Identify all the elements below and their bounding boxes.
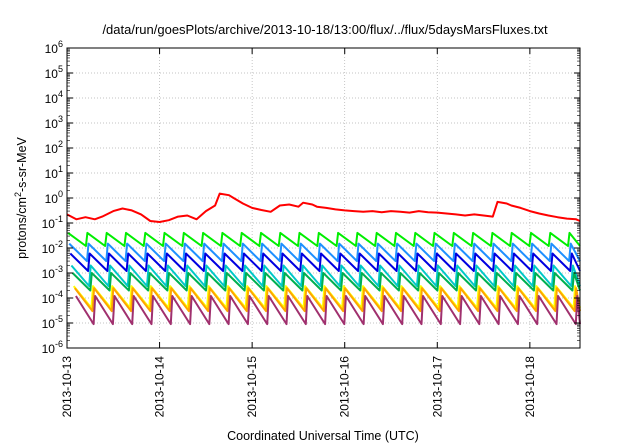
y-tick-base: 10 xyxy=(45,42,59,56)
y-axis-label-main: protons/cm xyxy=(15,197,29,259)
y-tick-base: 10 xyxy=(42,217,56,231)
series-line xyxy=(71,272,581,292)
y-tick-exponent: -6 xyxy=(55,339,63,349)
y-tick-base: 10 xyxy=(45,67,59,81)
y-tick-base: 10 xyxy=(42,242,56,256)
y-tick-base: 10 xyxy=(45,192,59,206)
x-tick-label: 2013-10-13 xyxy=(60,356,74,418)
y-tick-label: 106 xyxy=(45,39,63,56)
y-tick-label: 105 xyxy=(45,64,63,81)
y-tick-exponent: -3 xyxy=(55,264,63,274)
series-line xyxy=(69,252,581,272)
y-axis-label-superscript: 2 xyxy=(13,192,23,197)
y-tick-base: 10 xyxy=(45,167,59,181)
series-line xyxy=(67,231,581,247)
chart-title: /data/run/goesPlots/archive/2013-10-18/1… xyxy=(102,22,548,37)
y-axis-ticks: 10-610-510-410-310-210-11001011021031041… xyxy=(42,39,580,356)
series-line xyxy=(66,192,581,223)
y-tick-exponent: 4 xyxy=(58,89,63,99)
y-tick-base: 10 xyxy=(42,292,56,306)
series-line xyxy=(74,287,581,313)
y-tick-label: 102 xyxy=(45,139,63,156)
y-tick-label: 10-5 xyxy=(42,314,63,331)
y-tick-label: 10-4 xyxy=(42,289,63,306)
y-tick-label: 100 xyxy=(45,189,63,206)
y-tick-exponent: 3 xyxy=(58,114,63,124)
y-tick-label: 104 xyxy=(45,89,63,106)
x-tick-label: 2013-10-16 xyxy=(338,356,352,418)
y-axis-label-rest: -s-sr-MeV xyxy=(15,136,29,192)
y-tick-base: 10 xyxy=(45,142,59,156)
y-tick-label: 103 xyxy=(45,114,63,131)
series-line xyxy=(75,295,581,326)
plot-area xyxy=(66,192,581,326)
y-tick-base: 10 xyxy=(42,267,56,281)
y-tick-label: 10-1 xyxy=(42,214,63,231)
x-tick-label: 2013-10-15 xyxy=(245,356,259,418)
y-tick-label: 10-6 xyxy=(42,339,63,356)
y-tick-exponent: 1 xyxy=(58,164,63,174)
y-tick-label: 101 xyxy=(45,164,63,181)
y-tick-exponent: 2 xyxy=(58,139,63,149)
series-line xyxy=(68,242,581,263)
y-tick-base: 10 xyxy=(42,342,56,356)
series-line xyxy=(70,264,581,288)
y-tick-exponent: 5 xyxy=(58,64,63,74)
y-tick-label: 10-3 xyxy=(42,264,63,281)
y-tick-base: 10 xyxy=(45,92,59,106)
y-tick-exponent: -1 xyxy=(55,214,63,224)
x-tick-label: 2013-10-14 xyxy=(153,356,167,418)
y-tick-exponent: 0 xyxy=(58,189,63,199)
y-tick-base: 10 xyxy=(42,317,56,331)
x-tick-label: 2013-10-17 xyxy=(430,356,444,418)
y-tick-exponent: -2 xyxy=(55,239,63,249)
y-tick-base: 10 xyxy=(45,117,59,131)
x-tick-label: 2013-10-18 xyxy=(523,356,537,418)
y-tick-exponent: -5 xyxy=(55,314,63,324)
y-tick-label: 10-2 xyxy=(42,239,63,256)
x-axis-ticks: 2013-10-13 2013-10-14 2013-10-15 2013-10-16… xyxy=(60,48,537,417)
x-axis-label: Coordinated Universal Time (UTC) xyxy=(227,429,419,443)
y-tick-exponent: -4 xyxy=(55,289,63,299)
y-tick-exponent: 6 xyxy=(58,39,63,49)
y-axis-label: protons/cm2-s-sr-MeV xyxy=(13,136,29,258)
